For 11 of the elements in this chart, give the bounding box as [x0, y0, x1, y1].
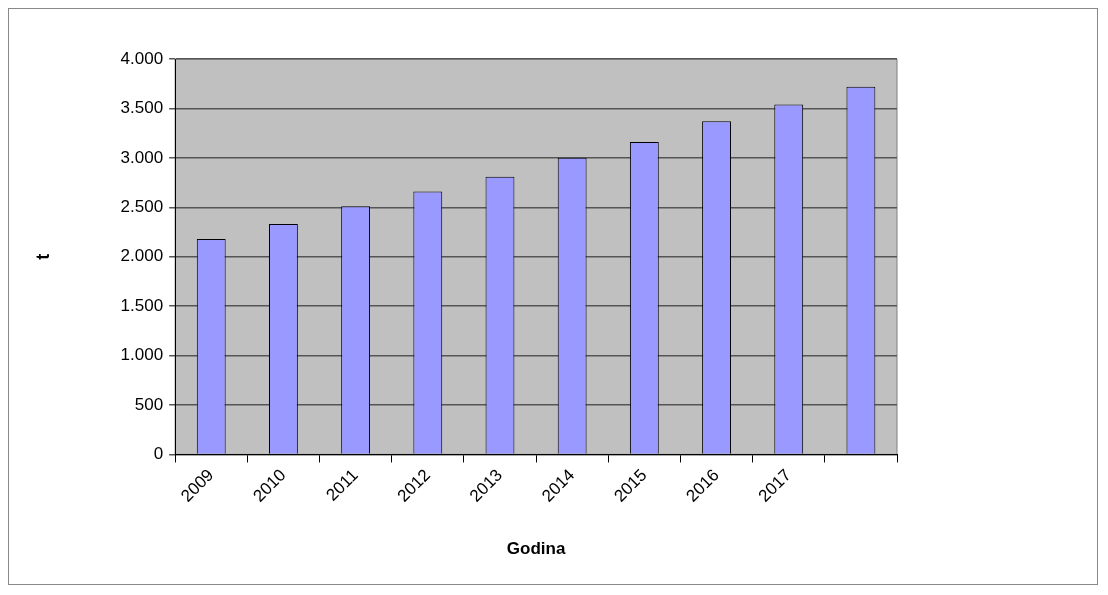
y-tick-label: 0 [153, 444, 164, 464]
y-tick-label: 1.500 [120, 295, 164, 315]
y-tick-label: 2.500 [120, 196, 164, 216]
y-tick-label: 3.500 [120, 98, 164, 118]
y-axis-title: t [32, 253, 53, 260]
y-tick-label: 2.000 [120, 246, 164, 266]
x-axis-title: Godina [506, 539, 566, 559]
y-tick-label: 500 [134, 394, 164, 414]
y-tick-label: 4.000 [120, 48, 164, 68]
y-tick-label: 3.000 [120, 147, 164, 167]
y-tick-label: 1.000 [120, 345, 164, 365]
